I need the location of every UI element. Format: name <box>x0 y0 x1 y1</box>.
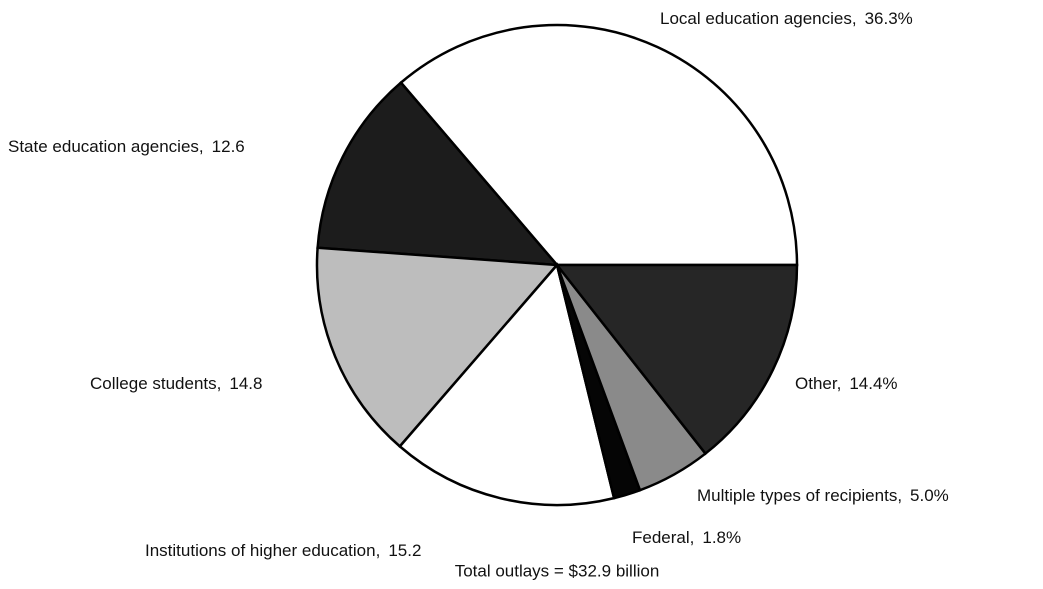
slice-label: State education agencies, 12.6 <box>8 137 245 156</box>
slice-label: Federal, 1.8% <box>632 528 741 547</box>
slice-label: Institutions of higher education, 15.2 <box>145 541 421 560</box>
pie-slice <box>315 246 560 449</box>
slice-name: Federal, <box>632 528 694 547</box>
slice-value: 5.0% <box>910 486 949 505</box>
slice-label: Other, 14.4% <box>795 374 898 393</box>
pie-slice <box>399 23 799 267</box>
slice-name: Local education agencies, <box>660 9 857 28</box>
pie-slice <box>398 262 616 507</box>
pie-slice <box>554 263 799 456</box>
slice-value: 1.8% <box>702 528 741 547</box>
slice-name: Institutions of higher education, <box>145 541 380 560</box>
slice-name: Multiple types of recipients, <box>697 486 902 505</box>
slice-value: 36.3% <box>865 9 913 28</box>
slice-label: Local education agencies, 36.3% <box>660 9 913 28</box>
pie-slice <box>316 80 560 267</box>
slice-value: 15.2 <box>388 541 421 560</box>
slice-label: Multiple types of recipients, 5.0% <box>697 486 949 505</box>
slice-value: 14.4% <box>849 374 897 393</box>
chart-note: Total outlays = $32.9 billion <box>455 561 660 580</box>
slice-name: State education agencies, <box>8 137 204 156</box>
slice-label: College students, 14.8 <box>90 374 262 393</box>
slice-value: 14.8 <box>229 374 262 393</box>
slice-name: College students, <box>90 374 221 393</box>
slice-name: Other, <box>795 374 841 393</box>
slice-value: 12.6 <box>212 137 245 156</box>
